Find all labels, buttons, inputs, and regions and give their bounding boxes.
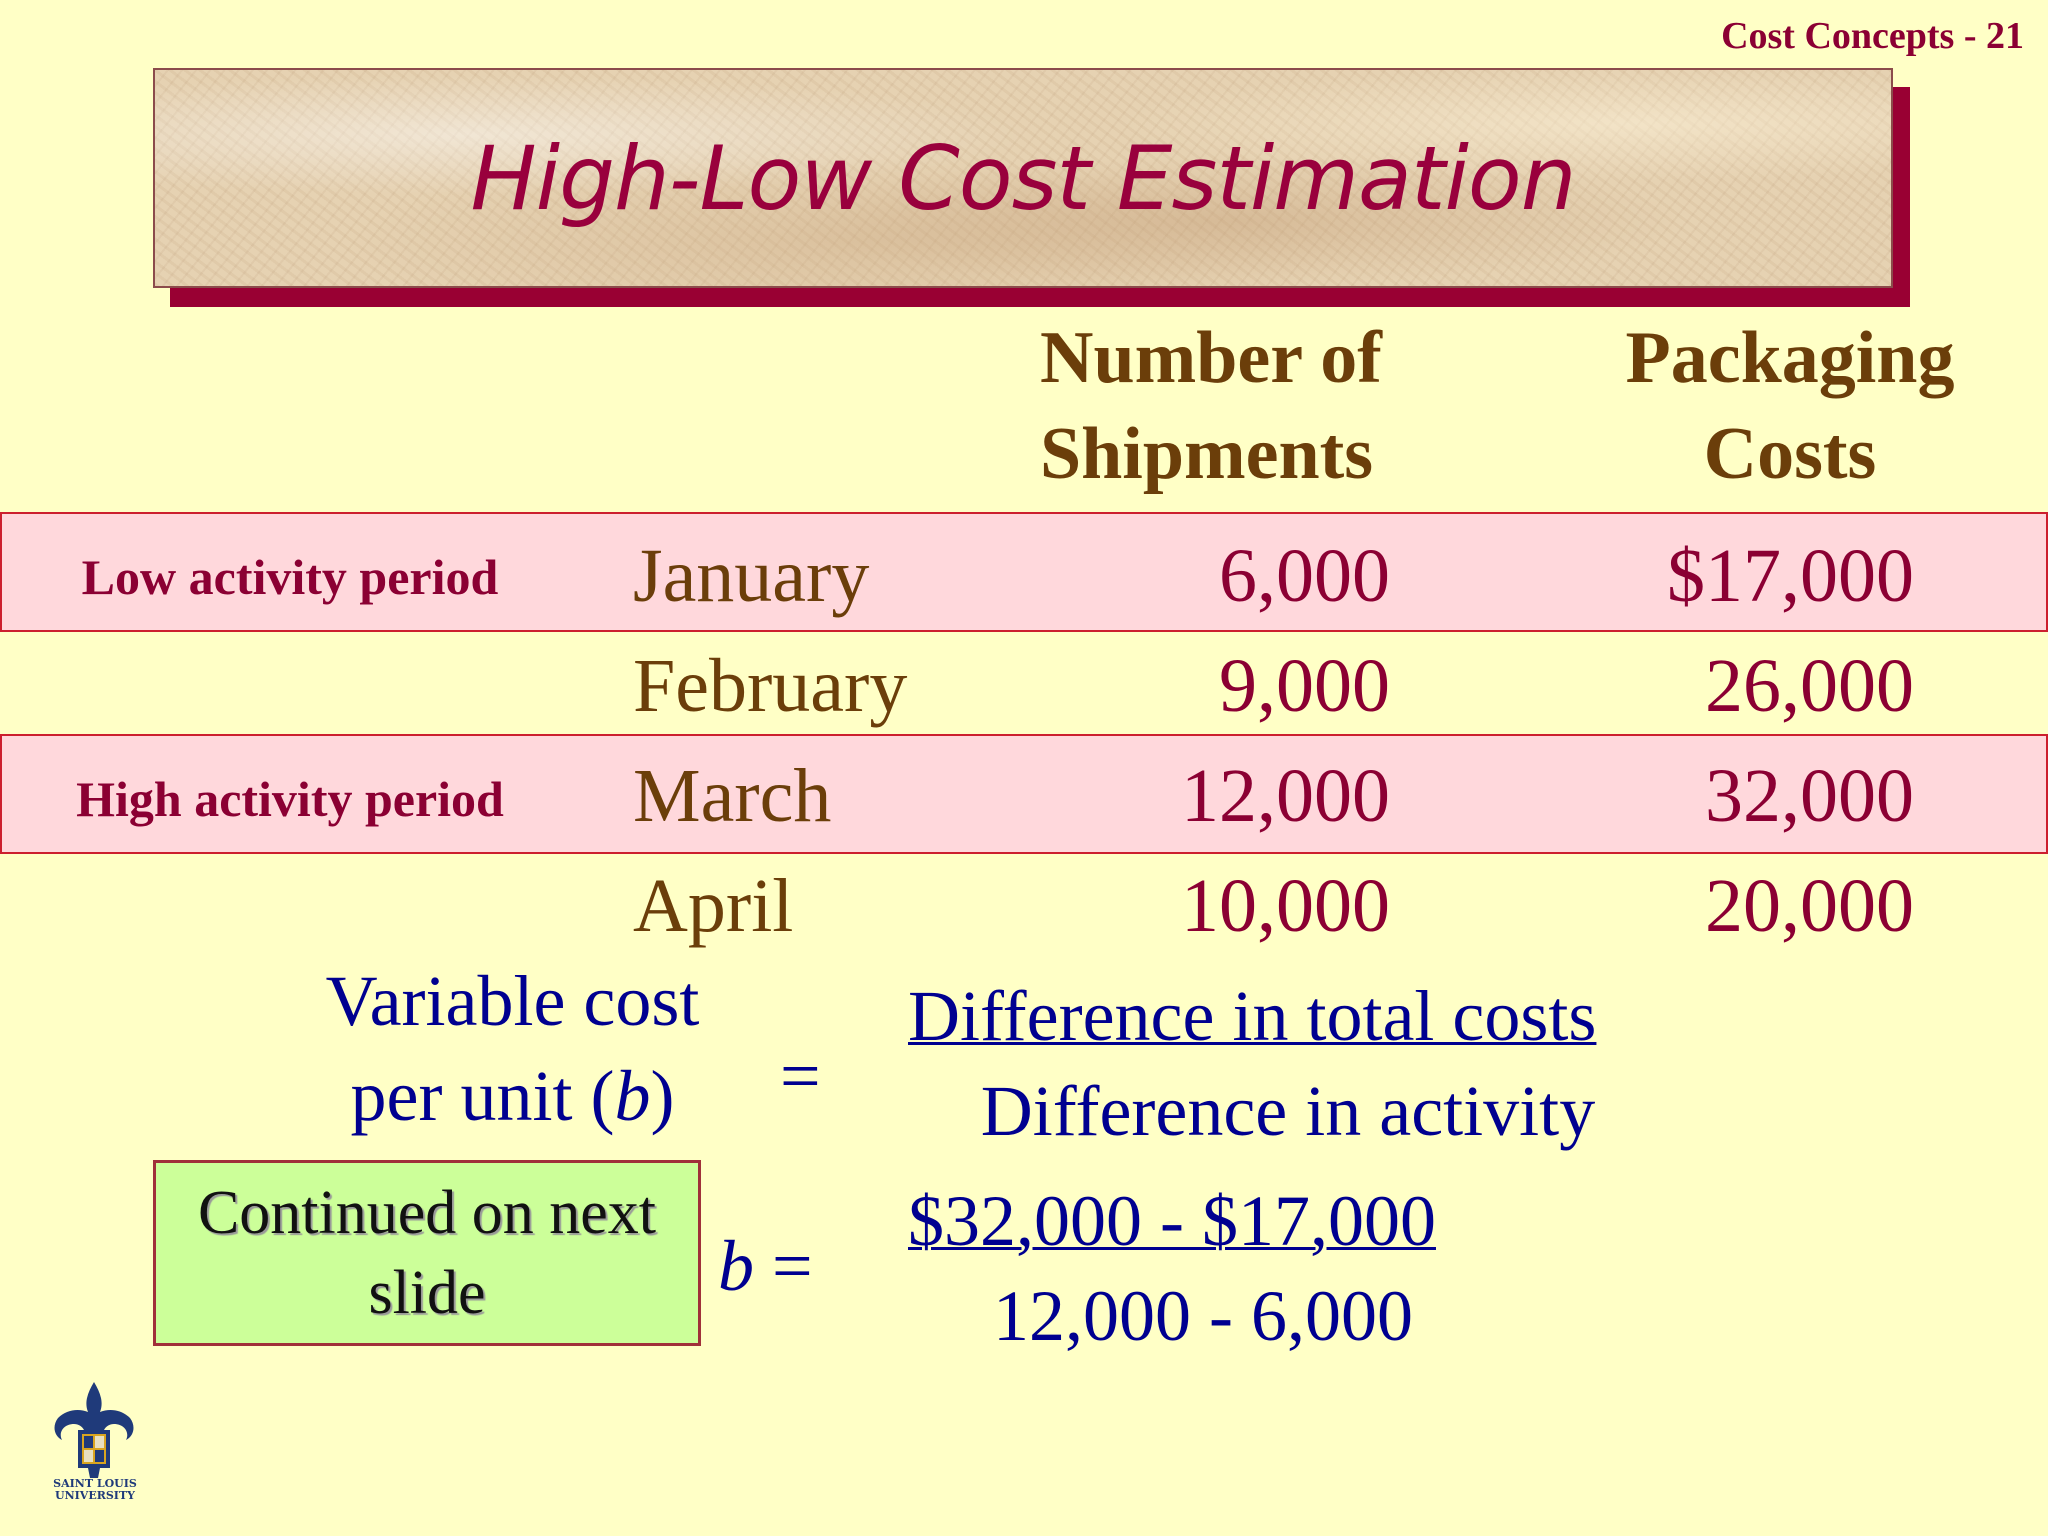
b-equals-sign: = [754, 1226, 813, 1306]
table-row-shipments: 10,000 [1181, 864, 1390, 948]
title-box: High-Low Cost Estimation [153, 68, 1893, 288]
equals-sign: = [780, 1036, 821, 1116]
low-activity-label: Low activity period [81, 549, 499, 605]
formula-denominator: Difference in activity [980, 1071, 1596, 1151]
continued-note: Continued on next slide [153, 1160, 701, 1346]
table-row-shipments: 12,000 [1181, 754, 1390, 838]
variable-cost-label-line2: per unit (b) [250, 1055, 775, 1138]
b-equals: b = [718, 1225, 813, 1308]
formula-numerator: Difference in total costs [908, 976, 1597, 1056]
column-header-shipments: Number of Shipments [1040, 310, 1500, 502]
variable-cost-label-line1: Variable cost [325, 961, 700, 1041]
table-row-costs: 20,000 [1705, 864, 1914, 948]
table-row-shipments: 9,000 [1219, 644, 1390, 728]
high-activity-highlight [0, 734, 2048, 854]
table-row-costs: 32,000 [1705, 754, 1914, 838]
table-row-month: February [633, 644, 908, 728]
logo-text-line2: UNIVERSITY [55, 1489, 135, 1502]
logo-text-line1: SAINT LOUIS [53, 1477, 137, 1490]
slide-number-label: Cost Concepts - 21 [1721, 15, 2024, 57]
calc-numerator: $32,000 - $17,000 [908, 1181, 1436, 1261]
high-activity-label: High activity period [76, 771, 504, 827]
low-activity-highlight [0, 512, 2048, 632]
column-header-shipments-line2: Shipments [1040, 413, 1374, 495]
table-row-costs: 26,000 [1705, 644, 1914, 728]
column-header-costs: Packaging Costs [1560, 310, 2020, 502]
table-row-month: April [633, 864, 794, 948]
saint-louis-university-logo-icon [54, 1382, 134, 1478]
slide-title: High-Low Cost Estimation [470, 126, 1576, 230]
label-prefix: per unit ( [350, 1056, 615, 1136]
table-row-shipments: 6,000 [1219, 534, 1390, 618]
calc-denominator: 12,000 - 6,000 [993, 1276, 1413, 1356]
logo-text: SAINT LOUIS UNIVERSITY [36, 1478, 154, 1502]
label-variable-b: b [614, 1056, 651, 1136]
table-row-month: March [633, 754, 832, 838]
b-variable: b [718, 1226, 754, 1306]
column-header-shipments-line1: Number of [1040, 317, 1382, 399]
continued-note-line2: slide [368, 1259, 486, 1327]
column-header-costs-line1: Packaging [1625, 317, 1955, 399]
column-header-costs-line2: Costs [1703, 413, 1877, 495]
continued-note-line1: Continued on next [197, 1179, 657, 1247]
table-row-costs: $17,000 [1667, 534, 1914, 618]
table-row-month: January [633, 534, 870, 618]
label-suffix: ) [650, 1056, 675, 1136]
